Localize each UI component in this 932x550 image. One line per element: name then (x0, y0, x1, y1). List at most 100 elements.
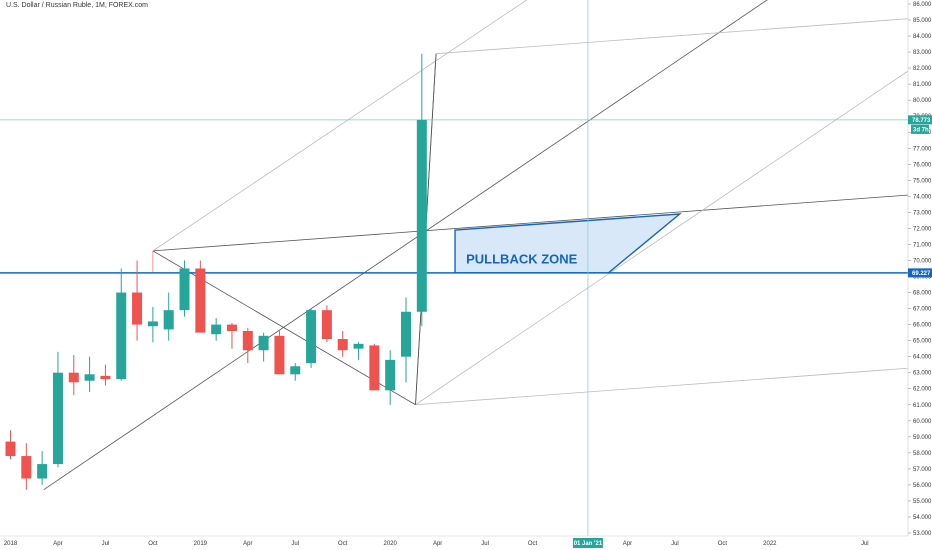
bottom-parallel (415, 367, 913, 406)
time-tick-label: Jul (291, 541, 299, 547)
price-tick-label: 74.000 (913, 194, 932, 200)
candle-body (132, 292, 143, 325)
candle[interactable] (68, 355, 79, 396)
candle-body (100, 375, 111, 380)
price-tick-label: 58.000 (913, 451, 932, 457)
drawing-layer (0, 0, 913, 536)
price-tick-label: 66.000 (913, 323, 932, 329)
candle[interactable] (242, 327, 253, 364)
candle[interactable] (306, 308, 317, 368)
candle[interactable] (37, 451, 48, 485)
candle[interactable] (21, 443, 32, 490)
time-tick-label: Apr (53, 541, 62, 547)
candle-body (401, 311, 411, 357)
candle[interactable] (401, 297, 411, 383)
candle-body (195, 268, 206, 333)
candle-body (37, 464, 48, 479)
candle[interactable] (100, 364, 111, 386)
price-tick-label: 68.000 (913, 291, 932, 297)
price-tick-label: 70.000 (913, 258, 932, 264)
time-tick-label: Jul (102, 541, 110, 547)
candle-body (385, 359, 396, 391)
price-tick-label: 84.000 (913, 34, 932, 40)
price-tick-label: 67.000 (913, 307, 932, 313)
time-tick-label: Jul (671, 541, 679, 547)
time-tick-label: Apr (243, 541, 252, 547)
median-line (152, 194, 913, 252)
candle[interactable] (84, 356, 95, 392)
last-price-badge-text: 78.773 (912, 118, 931, 124)
trend-line-rising (43, 0, 768, 491)
candle[interactable] (116, 268, 127, 381)
candle-body (68, 372, 79, 383)
candle-body (163, 310, 174, 330)
price-tick-label: 56.000 (913, 483, 932, 489)
price-tick-label: 61.000 (913, 403, 932, 409)
candle-body (5, 441, 16, 457)
candle-body (242, 331, 253, 351)
price-level-badge[interactable]: 69.227 (908, 268, 932, 278)
time-tick-label: Oct (338, 541, 348, 547)
time-tick-label: Jul (861, 541, 869, 547)
chart-title: U.S. Dollar / Russian Ruble, 1M, FOREX.c… (6, 2, 148, 9)
candle[interactable] (163, 292, 174, 341)
candle[interactable] (211, 318, 222, 341)
candle[interactable] (195, 260, 206, 333)
candle-body (226, 324, 237, 332)
candle[interactable] (416, 53, 427, 327)
countdown-badge-text: 3d 7h (913, 127, 929, 133)
cursor-date-badge: 01 Jan '21 (572, 538, 603, 548)
candle[interactable] (226, 323, 237, 349)
candle[interactable] (258, 332, 269, 362)
price-tick-label: 72.000 (913, 226, 932, 232)
last-price-badge-bg (908, 115, 932, 125)
price-tick-label: 80.000 (913, 98, 932, 104)
candle[interactable] (337, 331, 348, 357)
candle[interactable] (321, 305, 332, 343)
upper-parallel (152, 0, 528, 252)
price-tick-label: 65.000 (913, 339, 932, 345)
price-tick-label: 71.000 (913, 242, 932, 248)
pullback-zone-label: PULLBACK ZONE (466, 252, 578, 267)
candle[interactable] (385, 350, 396, 405)
price-tick-label: 77.000 (913, 146, 932, 152)
candle-body (258, 335, 269, 351)
candle-body (353, 343, 364, 349)
candle-body (116, 292, 127, 380)
candle[interactable] (179, 260, 190, 317)
time-tick-label: Jul (481, 541, 489, 547)
cursor-date-badge-bg (572, 538, 603, 548)
candle-body (416, 119, 427, 312)
candle-body (21, 456, 32, 479)
candle-body (52, 372, 63, 465)
candles-layer (5, 53, 427, 490)
candle[interactable] (274, 331, 285, 375)
price-tick-label: 59.000 (913, 435, 932, 441)
price-tick-label: 76.000 (913, 162, 932, 168)
candle-body (84, 374, 95, 381)
price-tick-label: 86.000 (913, 2, 932, 8)
candle[interactable] (353, 342, 364, 360)
candle[interactable] (52, 351, 63, 468)
candle[interactable] (5, 430, 16, 460)
time-tick-label: 2018 (4, 541, 18, 547)
price-tick-label: 69.000 (913, 275, 932, 281)
candle-body (306, 310, 317, 364)
price-tick-label: 64.000 (913, 355, 932, 361)
candle[interactable] (147, 306, 158, 343)
price-tick-label: 53.000 (913, 531, 932, 537)
candle-body (369, 345, 380, 391)
time-axis: 2018 Apr Jul Oct 2019 Apr Jul Oct 2020 Apr Jul Oct A… (0, 535, 908, 548)
time-tick-label: Apr (623, 541, 632, 547)
candle-body (290, 366, 301, 375)
time-tick-label: 2020 (384, 541, 398, 547)
price-tick-label: 83.000 (913, 50, 932, 56)
price-tick-label: 63.000 (913, 371, 932, 377)
price-tick-label: 75.000 (913, 178, 932, 184)
candle[interactable] (132, 260, 143, 341)
candle[interactable] (369, 343, 380, 391)
candle-body (147, 321, 158, 327)
candle-body (337, 339, 348, 351)
candle[interactable] (290, 363, 301, 381)
